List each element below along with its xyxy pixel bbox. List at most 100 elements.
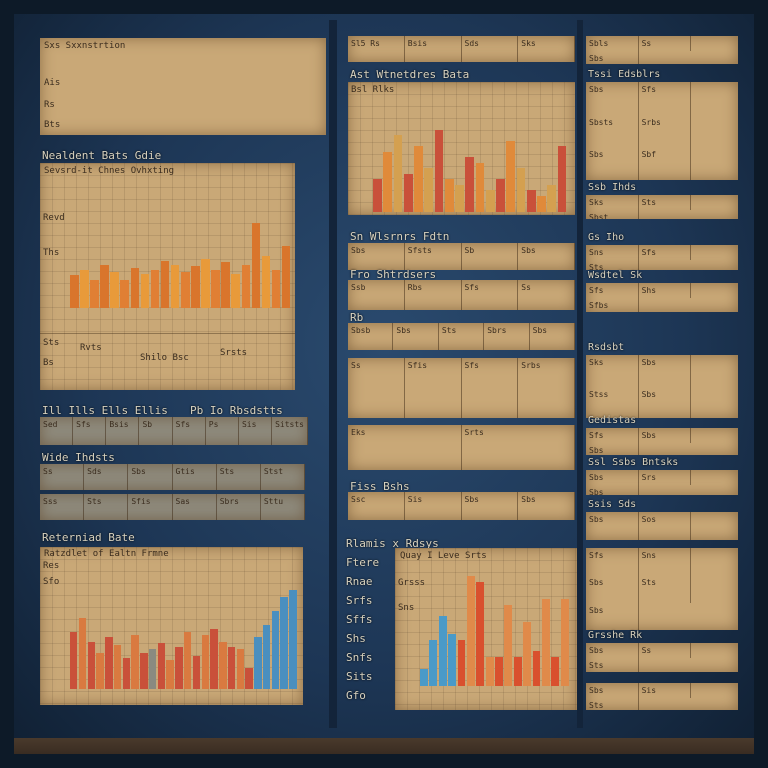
bar <box>140 652 148 689</box>
strip-cells: Sks Sts Sbst <box>586 195 738 219</box>
bar <box>251 222 261 308</box>
table-cell: Sfs <box>173 417 206 445</box>
bar <box>254 637 262 689</box>
table-cell: Sbs <box>639 355 692 387</box>
table-cell: Sos <box>639 512 692 540</box>
chart-subtitle: Bsl Rlks <box>351 85 395 95</box>
strip-cells: Sbls Ss Sbs <box>586 36 738 64</box>
strip-cells: Sbs Sis Sts <box>586 683 738 710</box>
table-cell: Sbsts <box>586 114 639 148</box>
table-cell: Sbs <box>586 575 639 603</box>
side-label: Snfs <box>346 651 373 664</box>
table-cell: Stss <box>586 386 639 418</box>
table-cell: Ss <box>518 280 575 310</box>
table-cell: Sbs <box>518 243 575 270</box>
strip-label: Ssis Sds <box>588 499 637 510</box>
data-strip: Ss Sfis Sfs Srbs <box>348 358 575 418</box>
bar <box>496 179 505 212</box>
bar <box>532 651 541 686</box>
chart-panel-3: Ratzdlet of Ealtn Frmne Res Sfo <box>40 547 303 705</box>
bar <box>148 649 157 689</box>
bar <box>289 590 297 689</box>
strip-cells: Sfs Shs Sfbs <box>586 283 738 312</box>
table-cell: Sbs <box>639 428 692 443</box>
table-cell: Sbs <box>586 147 639 180</box>
table-cell: Stst <box>261 464 305 490</box>
bar-chart <box>373 102 568 212</box>
bar <box>122 657 131 689</box>
bar <box>236 649 245 689</box>
bar <box>271 611 280 689</box>
middle-header: Sl5 Rs Bsis Sds Sks <box>348 36 575 62</box>
data-strip: Sbs Sis Sts <box>586 683 738 710</box>
chart-subtitle: Ratzdlet of Ealtn Frmne <box>44 549 169 559</box>
table-cell: Sbst <box>586 210 639 219</box>
data-strip: Sbsb Sbs Sts Sbrs Sbs <box>348 323 575 350</box>
y-label: Res <box>43 561 60 571</box>
bar <box>414 146 423 212</box>
bar <box>455 184 464 212</box>
data-strip: Sfs Shs Sfbs <box>586 283 738 312</box>
bar <box>513 657 522 686</box>
bar <box>281 246 291 308</box>
column-divider <box>329 20 337 728</box>
y-label: Sns <box>398 603 415 613</box>
bar <box>504 604 513 686</box>
bar <box>506 140 516 212</box>
board-ledge <box>0 738 768 768</box>
bar <box>78 618 87 689</box>
bar <box>383 151 392 212</box>
table-cell: Sbsb <box>348 323 394 350</box>
bar <box>80 270 89 308</box>
table-cell: Shs <box>639 283 692 298</box>
table-cell: Sks <box>586 355 639 387</box>
table-cell: Sl5 Rs <box>348 36 405 62</box>
table-cell: Sis <box>405 492 462 520</box>
bar <box>87 642 95 689</box>
table-cell: Sfs <box>462 358 519 418</box>
bar-chart <box>420 570 570 686</box>
bar <box>429 639 438 686</box>
bar <box>192 655 201 689</box>
bar <box>476 581 485 686</box>
strip-label: Ssb Ihds <box>588 182 637 193</box>
bar <box>465 157 475 212</box>
table-cell: Bsis <box>106 417 140 445</box>
data-strip: Sbls Ss Sbs <box>586 36 738 64</box>
table-cell: Sb <box>139 417 173 445</box>
note-row: Srsts <box>220 348 248 358</box>
data-strip: Sbs Sfsts Sb Sbs <box>348 243 575 270</box>
strip-cells: Ss Sfis Sfs Srbs <box>348 358 575 418</box>
section-label: Sn Wlsrnrs Fdtn <box>350 230 450 243</box>
strip-label: Gs Iho <box>588 232 625 243</box>
table-cell: Sbs <box>518 492 575 520</box>
bar <box>485 657 494 686</box>
table-cell: Sds <box>462 36 519 62</box>
table-cell: Sbs <box>586 512 639 540</box>
strip-cells: Sbs Sos <box>586 512 738 540</box>
y-label: Bs <box>43 358 54 368</box>
side-label: Srfs <box>346 594 373 607</box>
bar <box>231 273 241 308</box>
note-row: Rvts <box>80 343 102 353</box>
table-cell: Sed <box>40 417 74 445</box>
table-cell: Sbs <box>462 492 519 520</box>
table-cell: Sbs <box>128 464 173 490</box>
bar <box>219 642 227 689</box>
table-cell: Rbs <box>405 280 462 310</box>
panel-title: Sxs Sxxnstrtion <box>44 41 126 51</box>
strip-cells: Eks Srts <box>348 425 575 470</box>
strip-cells: Sfs Sns Sbs Sts Sbs <box>586 548 738 630</box>
table-cell: Sbs <box>639 386 692 418</box>
table-cell: Sfis <box>128 494 173 520</box>
bar <box>241 265 251 308</box>
table-cell: Ss <box>639 643 692 658</box>
bar <box>551 657 560 686</box>
table-cell: Srts <box>462 425 575 470</box>
bar <box>262 624 271 689</box>
table-cell: Sas <box>173 494 217 520</box>
row-label: Fro Shtrdsers <box>350 268 437 281</box>
bar <box>191 266 200 308</box>
side-label: Rlamis x Rdsys <box>346 537 439 550</box>
table-1: Sed Sfs Bsis Sb Sfs Ps Sis Sitsts <box>40 417 308 445</box>
